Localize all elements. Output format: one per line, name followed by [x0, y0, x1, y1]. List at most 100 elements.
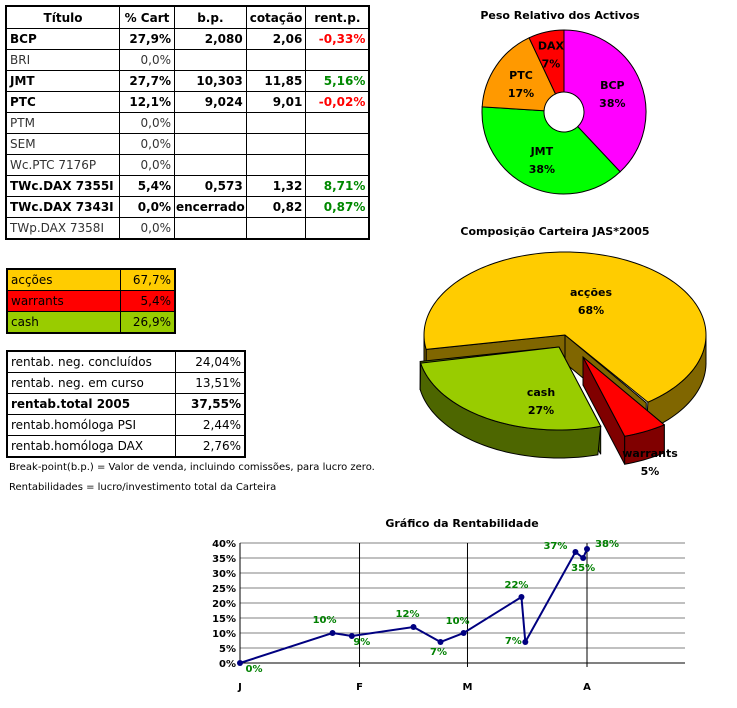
y-tick-label: 5%: [219, 644, 236, 655]
composition-table: acções 67,7% warrants 5,4% cash 26,9%: [6, 268, 176, 334]
pie3d-value: 68%: [578, 304, 604, 317]
donut-value: 7%: [542, 57, 561, 70]
rent-cell: 0,87%: [305, 196, 370, 218]
data-label: 22%: [504, 580, 528, 591]
cotacao-cell: 0,82: [245, 196, 307, 218]
holding-row: PTC 12,1% 9,024 9,01 -0,02%: [5, 91, 370, 113]
composition-label: cash: [6, 311, 121, 334]
composition-label: warrants: [6, 290, 121, 312]
returns-table: rentab. neg. concluídos 24,04% rentab. neg…: [6, 350, 246, 458]
pie3d-slice-acções: [423, 251, 707, 403]
donut-value: 38%: [529, 163, 555, 176]
y-tick-label: 0%: [219, 659, 236, 670]
col-bp: b.p.: [174, 5, 247, 29]
returns-label: rentab. neg. em curso: [6, 372, 176, 394]
returns-row: rentab.homóloga PSI 2,44%: [6, 414, 246, 436]
col-pct-cart: % Cart: [119, 5, 175, 29]
returns-value: 24,04%: [175, 350, 246, 373]
holdings-table: Título % Cart b.p. cotação rent.p. BCP 27…: [5, 5, 371, 240]
note-break-point: Break-point(b.p.) = Valor de venda, incl…: [9, 462, 375, 473]
pie3d-value: 27%: [528, 404, 554, 417]
y-tick-label: 10%: [212, 629, 236, 640]
data-label: 38%: [595, 539, 619, 550]
y-tick-label: 35%: [212, 554, 236, 565]
data-label: 7%: [430, 647, 447, 658]
note-rentabilidades: Rentabilidades = lucro/investimento tota…: [9, 482, 277, 493]
pie3d-slice-warrants: [582, 356, 666, 437]
data-point: [460, 630, 467, 636]
returns-value: 2,44%: [175, 414, 246, 436]
returns-row: rentab.homóloga DAX 2,76%: [6, 435, 246, 458]
returns-value: 37,55%: [175, 393, 246, 415]
pie3d-value: 5%: [641, 465, 660, 478]
pct-cell: 0,0%: [119, 133, 175, 155]
composition-row: cash 26,9%: [6, 311, 176, 334]
donut-title: Peso Relativo dos Activos: [480, 9, 640, 22]
holding-row: JMT 27,7% 10,303 11,85 5,16%: [5, 70, 370, 92]
data-point: [580, 555, 587, 561]
data-label: 0%: [246, 664, 263, 675]
data-point: [237, 660, 243, 666]
pie3d-label: warrants: [622, 447, 678, 460]
cotacao-cell: 1,32: [245, 175, 307, 197]
holding-row: BCP 27,9% 2,080 2,06 -0,33%: [5, 28, 370, 50]
data-point: [348, 633, 355, 639]
holding-row: BRI 0,0%: [5, 49, 370, 71]
bp-cell: [174, 217, 247, 240]
pct-cell: 0,0%: [119, 196, 175, 218]
data-label: 9%: [353, 637, 370, 648]
bp-cell: 10,303: [174, 70, 247, 92]
returns-row: rentab.total 2005 37,55%: [6, 393, 246, 415]
composition-row: acções 67,7%: [6, 268, 176, 291]
y-tick-label: 20%: [212, 599, 236, 610]
title-cell: SEM: [5, 133, 120, 155]
x-tick-label: A: [583, 682, 591, 693]
data-label: 12%: [396, 609, 420, 620]
pie3d-label: cash: [527, 386, 555, 399]
title-cell: Wc.PTC 7176P: [5, 154, 120, 176]
line-chart-title: Gráfico da Rentabilidade: [385, 517, 538, 530]
returns-label: rentab.homóloga PSI: [6, 414, 176, 436]
data-label: 37%: [543, 541, 567, 552]
donut-label: DAX: [538, 39, 565, 52]
pct-cell: 0,0%: [119, 217, 175, 240]
data-label: 35%: [571, 563, 595, 574]
pie3d-title: Composição Carteira JAS*2005: [460, 225, 649, 238]
holdings-header: Título % Cart b.p. cotação rent.p.: [5, 5, 370, 29]
cotacao-cell: 11,85: [245, 70, 307, 92]
donut-slice-jmt: [481, 106, 621, 195]
donut-value: 38%: [599, 97, 625, 110]
y-tick-label: 15%: [212, 614, 236, 625]
x-tick-label: F: [356, 682, 363, 693]
col-rent-p: rent.p.: [305, 5, 370, 29]
returns-value: 13,51%: [175, 372, 246, 394]
x-tick-label: J: [237, 682, 242, 693]
title-cell: TWc.DAX 7343I: [5, 196, 120, 218]
rent-cell: -0,02%: [305, 91, 370, 113]
pct-cell: 27,7%: [119, 70, 175, 92]
data-point: [572, 549, 579, 555]
returns-label: rentab. neg. concluídos: [6, 350, 176, 373]
bp-cell: 0,573: [174, 175, 247, 197]
donut-label: JMT: [530, 145, 554, 158]
data-point: [410, 624, 417, 630]
rent-cell: -0,33%: [305, 28, 370, 50]
composition-value: 67,7%: [120, 268, 176, 291]
data-point: [437, 639, 444, 645]
donut-value: 17%: [508, 87, 534, 100]
holding-row: SEM 0,0%: [5, 133, 370, 155]
y-tick-label: 30%: [212, 569, 236, 580]
donut-slice-dax: [528, 29, 565, 95]
bp-cell: encerrado: [174, 196, 247, 218]
holding-row: TWp.DAX 7358I 0,0%: [5, 217, 370, 240]
composition-value: 5,4%: [120, 290, 176, 312]
holding-row: TWc.DAX 7343I 0,0% encerrado 0,82 0,87%: [5, 196, 370, 218]
holding-row: Wc.PTC 7176P 0,0%: [5, 154, 370, 176]
composition-row: warrants 5,4%: [6, 290, 176, 312]
title-cell: JMT: [5, 70, 120, 92]
donut-label: PTC: [509, 69, 533, 82]
title-cell: BRI: [5, 49, 120, 71]
pie3d-label: acções: [570, 286, 612, 299]
rentabilidade-line: [239, 548, 588, 664]
